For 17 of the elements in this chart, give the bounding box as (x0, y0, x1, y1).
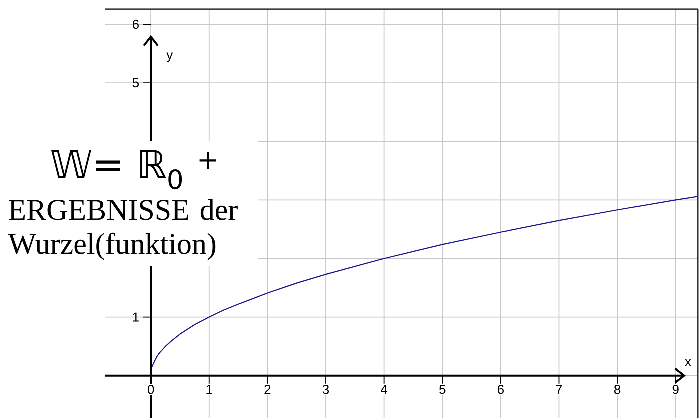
annotation: 𝕎= ℝ$_{0}$ + (51, 150, 216, 190)
x-tick-label: 5 (440, 385, 446, 394)
x-axis-title: x (685, 359, 692, 366)
annotation: ERGEBNISSE der Wurzel(funktion) (8, 199, 238, 260)
x-tick-label: 8 (614, 385, 621, 394)
x-tick-label: 9 (672, 385, 679, 394)
x-tick-label: 7 (556, 385, 562, 394)
y-tick-label: 5 (132, 78, 140, 88)
x-tick-label: 4 (380, 385, 388, 394)
x-tick-label: 6 (498, 385, 504, 394)
x-tick-label: 3 (322, 385, 330, 394)
x-tick-label: 1 (206, 385, 212, 394)
x-tick-label: 2 (264, 385, 271, 394)
y-tick-label: 1 (133, 312, 139, 322)
y-axis-title: y (166, 52, 174, 62)
y-tick-label: 6 (132, 20, 139, 30)
x-tick-label: 0 (148, 385, 154, 394)
